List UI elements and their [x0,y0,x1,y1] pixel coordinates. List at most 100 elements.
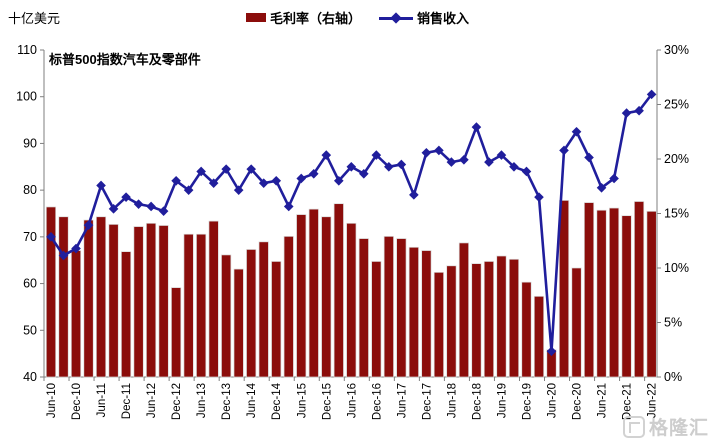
bar-gross-margin [634,201,645,378]
revenue-point-diamond [96,180,106,191]
revenue-point-diamond [346,161,357,172]
bar-gross-margin [171,287,182,378]
bar-gross-margin [296,214,307,378]
right-axis-tick-label: 0% [664,370,682,384]
bar-gross-margin [471,263,482,378]
revenue-point-diamond [571,126,582,137]
x-axis-tick-label: Dec-20 [572,383,584,420]
bar-gross-margin [571,267,582,378]
x-axis-tick-label: Dec-16 [371,383,383,420]
x-axis-tick-label: Jun-19 [496,383,508,418]
revenue-point-diamond [283,201,294,212]
bar-gross-margin [646,210,657,378]
legend-label-gross-margin: 毛利率（右轴） [269,11,361,26]
bar-gross-margin [496,255,507,378]
revenue-point-diamond [196,166,206,177]
right-axis-tick-label: 5% [664,316,682,330]
revenue-point-diamond [296,173,307,184]
bar-gross-margin [521,281,532,378]
x-axis-tick-label: Jun-11 [96,383,108,417]
left-axis-tick-label: 50 [23,323,37,337]
x-axis-tick-label: Dec-19 [521,383,533,420]
watermark-text: 格隆汇 [648,418,709,439]
x-axis-tick-label: Dec-18 [471,383,483,420]
revenue-point-diamond [409,190,419,200]
bar-gross-margin [308,208,319,378]
x-axis-tick-label: Dec-13 [221,383,233,420]
bar-gross-margin [246,249,257,378]
bar-gross-margin [621,215,632,378]
x-axis-tick-label: Dec-11 [121,383,133,419]
bar-gross-margin [558,200,570,378]
revenue-point-diamond [546,346,557,357]
bar-swatch-icon [245,13,266,22]
revenue-point-diamond [384,161,394,172]
left-axis-tick-label: 90 [23,136,37,150]
revenue-point-diamond [246,164,257,174]
gross-margin-bars [45,200,657,378]
bar-gross-margin [358,238,369,378]
right-axis-tick-label: 15% [664,207,689,221]
bar-gross-margin [396,238,407,378]
x-axis-tick-label: Jun-21 [597,383,609,418]
revenue-point-diamond [133,199,144,209]
bar-gross-margin [321,216,332,378]
plot-annotation: 标普500指数汽车及零部件 [48,52,201,67]
bar-gross-margin [258,241,269,378]
bar-gross-margin [408,246,419,378]
bar-gross-margin [208,220,219,378]
right-axis-tick-label: 20% [664,152,689,166]
bar-gross-margin [433,272,444,378]
left-axis-tick-label: 70 [23,230,37,244]
x-axis-tick-label: Jun-15 [296,383,308,418]
chart-legend: 毛利率（右轴） 销售收入 [0,8,715,27]
revenue-point-diamond [371,150,382,160]
revenue-point-diamond [521,166,532,177]
revenue-point-diamond [233,185,244,195]
revenue-point-diamond [183,185,194,195]
revenue-point-diamond [221,164,231,174]
legend-item-revenue: 销售收入 [379,8,469,27]
x-axis-tick-label: Jun-18 [446,383,458,418]
bar-gross-margin [421,250,432,378]
bar-gross-margin [271,261,282,378]
bar-gross-margin [158,225,169,378]
y-axis-unit-label: 十亿美元 [8,11,61,26]
bar-gross-margin [533,295,545,378]
bar-gross-margin [95,216,107,378]
x-axis-tick-label: Jun-12 [146,383,158,418]
bar-gross-margin [108,224,119,378]
revenue-point-diamond [534,192,544,202]
revenue-point-diamond [621,108,632,118]
line-swatch-icon [379,11,413,24]
revenue-point-diamond [434,145,444,156]
bar-gross-margin [333,203,344,378]
x-axis-tick-label: Jun-14 [246,382,258,418]
bar-gross-margin [446,265,457,378]
x-axis-tick-label: Dec-12 [171,383,183,420]
left-axis-tick-label: 40 [23,370,37,384]
x-axis-tick-label: Jun-13 [196,383,208,418]
revenue-point-diamond [484,157,494,167]
revenue-point-diamond [121,192,131,202]
revenue-point-diamond [171,175,181,186]
left-axis-tick-label: 110 [17,43,37,57]
bar-gross-margin [583,202,595,378]
revenue-point-diamond [421,147,432,158]
revenue-point-diamond [271,175,282,186]
legend-item-gross-margin: 毛利率（右轴） [245,8,361,27]
left-axis-tick-label: 80 [23,183,37,197]
bar-gross-margin [146,222,157,378]
bar-gross-margin [221,254,232,378]
bar-gross-margin [233,268,244,378]
bar-gross-margin [483,261,494,378]
bar-gross-margin [458,242,469,378]
x-axis-tick-label: Jun-10 [46,383,58,418]
bar-gross-margin [609,207,620,378]
bar-gross-margin [346,222,357,378]
x-axis-tick-label: Dec-14 [271,382,283,420]
bar-gross-margin [70,250,82,378]
revenue-point-diamond [609,173,619,184]
revenue-point-diamond [308,168,319,179]
revenue-point-diamond [446,157,457,167]
